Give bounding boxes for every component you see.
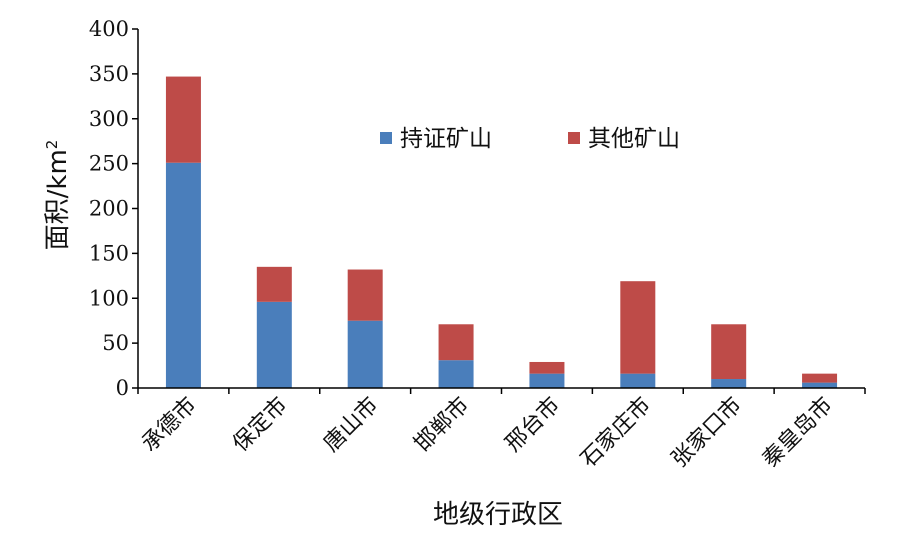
bar-segment-series-0 xyxy=(620,373,656,388)
bar-segment-series-0 xyxy=(711,379,747,388)
y-axis-title: 面积/km2 xyxy=(43,140,73,251)
bar-segment-series-1 xyxy=(347,269,383,321)
x-category-label: 邢台市 xyxy=(501,393,565,457)
y-tick-label: 200 xyxy=(89,197,129,221)
x-category-label: 保定市 xyxy=(228,393,292,457)
legend-label-series-0: 持证矿山 xyxy=(400,126,492,152)
bar-segment-series-1 xyxy=(165,76,201,163)
bar-segment-series-0 xyxy=(802,382,838,388)
legend-swatch-series-1 xyxy=(568,132,580,144)
x-axis-title: 地级行政区 xyxy=(433,500,563,530)
y-tick-label: 0 xyxy=(116,376,129,400)
bar-segment-series-1 xyxy=(529,361,565,374)
bar-segment-series-0 xyxy=(438,360,474,388)
bar-segment-series-1 xyxy=(802,373,838,383)
y-axis-ticks: 0 50 100 150 200 250 300 350 400 xyxy=(89,17,138,400)
bars-group xyxy=(165,76,838,388)
y-tick-label: 300 xyxy=(89,107,129,131)
x-category-label: 秦皇岛市 xyxy=(758,393,838,473)
y-tick-label: 400 xyxy=(89,17,129,41)
y-tick-label: 250 xyxy=(89,152,129,176)
x-category-label: 承德市 xyxy=(137,393,201,457)
bar-segment-series-0 xyxy=(256,301,292,388)
y-tick-label: 350 xyxy=(89,62,129,86)
x-category-label: 张家口市 xyxy=(667,393,747,473)
bar-segment-series-1 xyxy=(438,324,474,361)
x-category-label: 石家庄市 xyxy=(576,393,656,473)
x-axis-ticks: 承德市 保定市 唐山市 邯郸市 邢台市 石家庄市 张家口市 秦皇岛市 xyxy=(137,388,866,473)
bar-segment-series-0 xyxy=(529,373,565,388)
legend-label-series-1: 其他矿山 xyxy=(588,126,680,152)
bar-segment-series-1 xyxy=(256,266,292,302)
bar-segment-series-0 xyxy=(165,162,201,388)
bar-segment-series-1 xyxy=(711,324,747,380)
y-tick-label: 150 xyxy=(89,241,129,265)
x-category-label: 唐山市 xyxy=(319,393,383,457)
bar-segment-series-1 xyxy=(620,281,656,374)
bar-segment-series-0 xyxy=(347,320,383,388)
legend-swatch-series-0 xyxy=(380,132,392,144)
legend: 持证矿山 其他矿山 xyxy=(380,126,680,152)
y-tick-label: 50 xyxy=(102,331,129,355)
x-category-label: 邯郸市 xyxy=(410,393,474,457)
y-tick-label: 100 xyxy=(89,286,129,310)
